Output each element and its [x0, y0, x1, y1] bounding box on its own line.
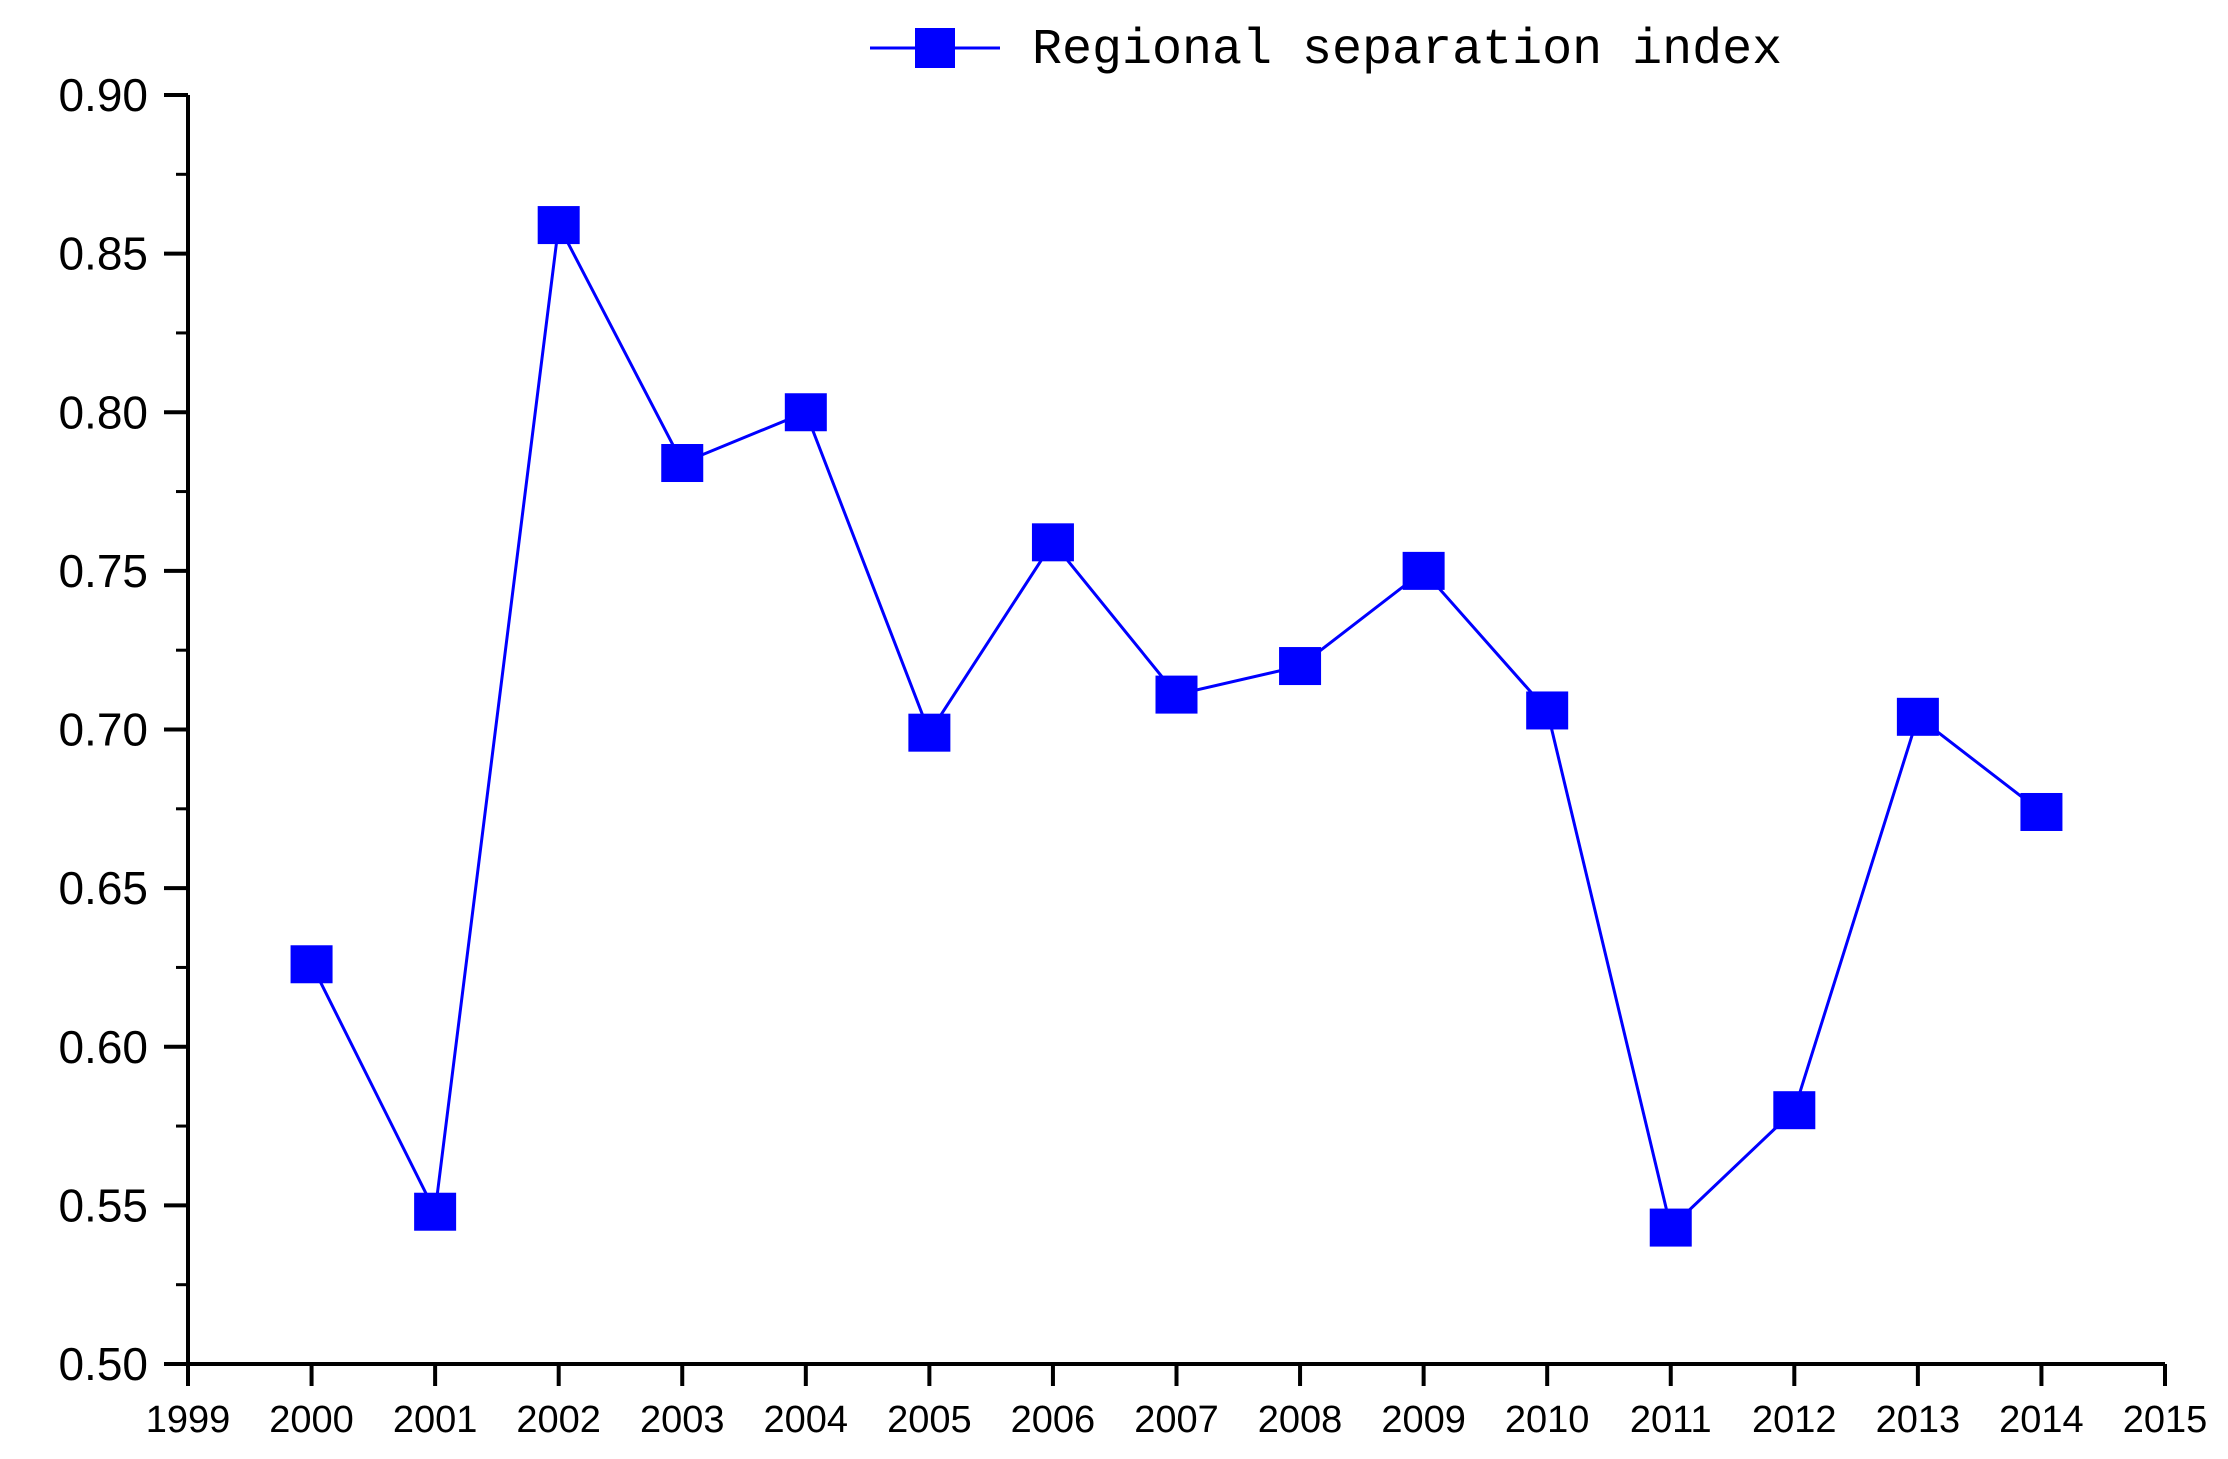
data-point-marker [908, 713, 951, 752]
y-tick-label: 0.85 [58, 228, 148, 280]
x-tick-label: 2003 [640, 1399, 725, 1441]
data-point-marker [290, 945, 333, 984]
data-point-marker [1773, 1091, 1816, 1130]
x-tick-label: 2007 [1134, 1399, 1219, 1441]
x-tick-label: 2012 [1752, 1399, 1837, 1441]
x-tick-label: 2013 [1876, 1399, 1961, 1441]
data-point-marker [537, 206, 580, 245]
x-tick-label: 2004 [764, 1399, 849, 1441]
data-point-marker [1155, 675, 1198, 714]
legend-square-marker [915, 28, 955, 68]
legend: Regional separation index [870, 22, 1782, 79]
y-tick-label: 0.60 [58, 1021, 148, 1073]
y-tick-label: 0.50 [58, 1338, 148, 1390]
y-tick-label: 0.65 [58, 862, 148, 914]
data-point-marker [1031, 523, 1074, 562]
data-point-marker [1402, 551, 1445, 590]
x-tick-label: 2006 [1011, 1399, 1096, 1441]
data-point-marker [1279, 647, 1322, 686]
series-line [310, 220, 2043, 1231]
x-tick-label: 2005 [887, 1399, 972, 1441]
x-tick-label: 2009 [1381, 1399, 1466, 1441]
x-tick-label: 2011 [1630, 1399, 1712, 1441]
data-point-marker [1526, 691, 1569, 730]
data-point-marker [1649, 1208, 1692, 1247]
series-layer [290, 206, 2063, 1247]
x-tick-label: 2002 [516, 1399, 601, 1441]
x-tick-label: 1999 [146, 1399, 231, 1441]
data-point-marker [1896, 697, 1939, 736]
x-tick-label: 2001 [393, 1399, 478, 1441]
x-tick-label: 2000 [269, 1399, 354, 1441]
y-tick-label: 0.80 [58, 386, 148, 438]
y-tick-label: 0.55 [58, 1179, 148, 1231]
x-tick-label: 2008 [1258, 1399, 1343, 1441]
data-point-marker [2020, 792, 2063, 831]
data-point-marker [784, 393, 827, 432]
y-tick-label: 0.90 [58, 69, 148, 121]
data-point-marker [414, 1192, 457, 1231]
axes: 0.50 0.55 0.60 0.65 0.70 0.75 0.80 0.85 0.90 1999… [58, 69, 2207, 1441]
y-tick-label: 0.75 [58, 545, 148, 597]
y-tick-label: 0.70 [58, 704, 148, 756]
x-tick-label: 2015 [2123, 1399, 2208, 1441]
x-tick-label: 2014 [1999, 1399, 2084, 1441]
data-point-marker [661, 444, 704, 483]
x-tick-label: 2010 [1505, 1399, 1590, 1441]
legend-label: Regional separation index [1032, 22, 1782, 79]
